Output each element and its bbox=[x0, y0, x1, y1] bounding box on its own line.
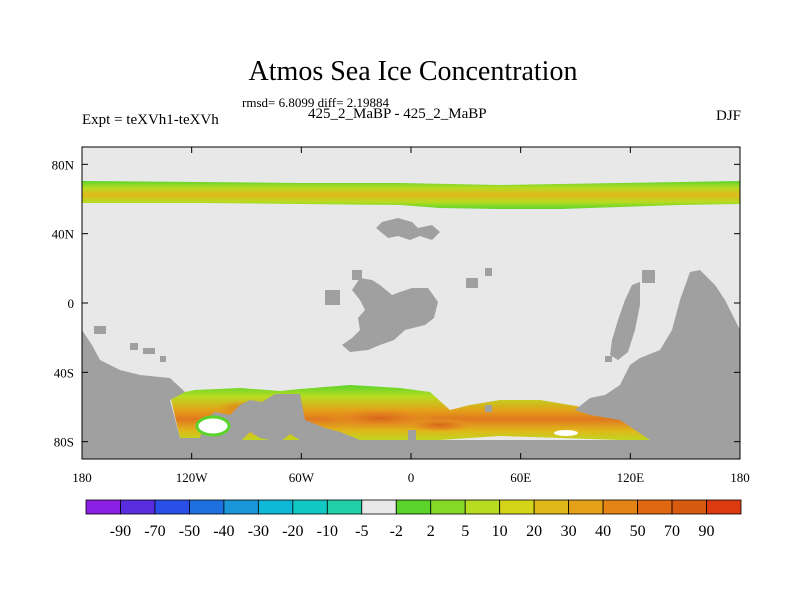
lat-tick-label: 80S bbox=[54, 435, 74, 450]
colorbar-swatch bbox=[395, 499, 432, 515]
colorbar-swatch bbox=[430, 499, 466, 515]
colorbar-swatch bbox=[361, 499, 397, 515]
lat-tick-label: 40S bbox=[54, 365, 74, 380]
colorbar-swatch bbox=[464, 499, 501, 515]
colorbar-label: 10 bbox=[492, 523, 508, 540]
colorbar-label: 50 bbox=[630, 523, 646, 540]
colorbar-label: -50 bbox=[179, 523, 200, 540]
colorbar: -90 -70 -50 -40 -30 -20 -10 -5 -2 2 5 10 20 30 40 50 70 9… bbox=[85, 499, 742, 540]
stats-line: rmsd= 6.8099 diff= 2.19884 bbox=[242, 95, 389, 110]
colorbar-label: 70 bbox=[664, 523, 680, 540]
colorbar-swatch bbox=[533, 499, 570, 515]
colorbar-swatch bbox=[671, 499, 707, 515]
lon-tick-label: 60E bbox=[510, 470, 531, 485]
plot-title: Atmos Sea Ice Concentration bbox=[248, 56, 578, 87]
colorbar-label: -70 bbox=[144, 523, 165, 540]
colorbar-swatch bbox=[706, 499, 742, 515]
northern-ice-band bbox=[82, 181, 740, 209]
colorbar-swatch bbox=[602, 499, 638, 515]
lon-tick-label: 120W bbox=[176, 470, 209, 485]
southern-ice-maximum bbox=[405, 418, 475, 432]
colorbar-swatch bbox=[568, 499, 604, 515]
colorbar-swatch bbox=[257, 499, 294, 515]
colorbar-swatch bbox=[120, 499, 156, 515]
colorbar-swatch bbox=[154, 499, 190, 515]
land-masses bbox=[82, 218, 740, 459]
colorbar-swatch bbox=[499, 499, 535, 515]
lon-tick-label: 0 bbox=[408, 470, 415, 485]
colorbar-label: -5 bbox=[355, 523, 368, 540]
case-names: 425_2_MaBP - 425_2_MaBP bbox=[308, 106, 487, 122]
latitude-axis: 80N 40N 0 40S 80S bbox=[52, 157, 740, 450]
colorbar-swatch bbox=[189, 499, 225, 515]
coastal-ice-patch bbox=[554, 430, 578, 436]
colorbar-label: 20 bbox=[526, 523, 542, 540]
colorbar-swatch bbox=[326, 499, 363, 515]
lat-tick-label: 80N bbox=[52, 157, 75, 172]
colorbar-label: -90 bbox=[110, 523, 131, 540]
colorbar-label: 2 bbox=[427, 523, 435, 540]
colorbar-label: 40 bbox=[595, 523, 611, 540]
colorbar-label: -40 bbox=[213, 523, 234, 540]
lat-tick-label: 0 bbox=[68, 296, 75, 311]
colorbar-swatch bbox=[85, 499, 121, 515]
colorbar-swatch bbox=[223, 499, 259, 515]
colorbar-label: -10 bbox=[317, 523, 338, 540]
lon-tick-label: 180 bbox=[730, 470, 750, 485]
colorbar-label: 30 bbox=[561, 523, 577, 540]
colorbar-label: -30 bbox=[248, 523, 269, 540]
colorbar-label: 5 bbox=[461, 523, 469, 540]
lat-tick-label: 40N bbox=[52, 227, 75, 242]
lon-tick-label: 60W bbox=[289, 470, 315, 485]
season-label: DJF bbox=[715, 108, 741, 124]
coastal-ice-patch bbox=[195, 415, 231, 437]
colorbar-label: -20 bbox=[282, 523, 303, 540]
lon-tick-label: 120E bbox=[617, 470, 645, 485]
experiment-label: Expt = teXVh1-teXVh bbox=[82, 112, 219, 128]
longitude-axis: 180 120W 60W 0 60E 120E 180 bbox=[72, 147, 750, 485]
colorbar-label: 90 bbox=[699, 523, 715, 540]
colorbar-label: -2 bbox=[390, 523, 403, 540]
colorbar-swatch bbox=[637, 499, 673, 515]
lon-tick-label: 180 bbox=[72, 470, 92, 485]
colorbar-swatch bbox=[292, 499, 328, 515]
